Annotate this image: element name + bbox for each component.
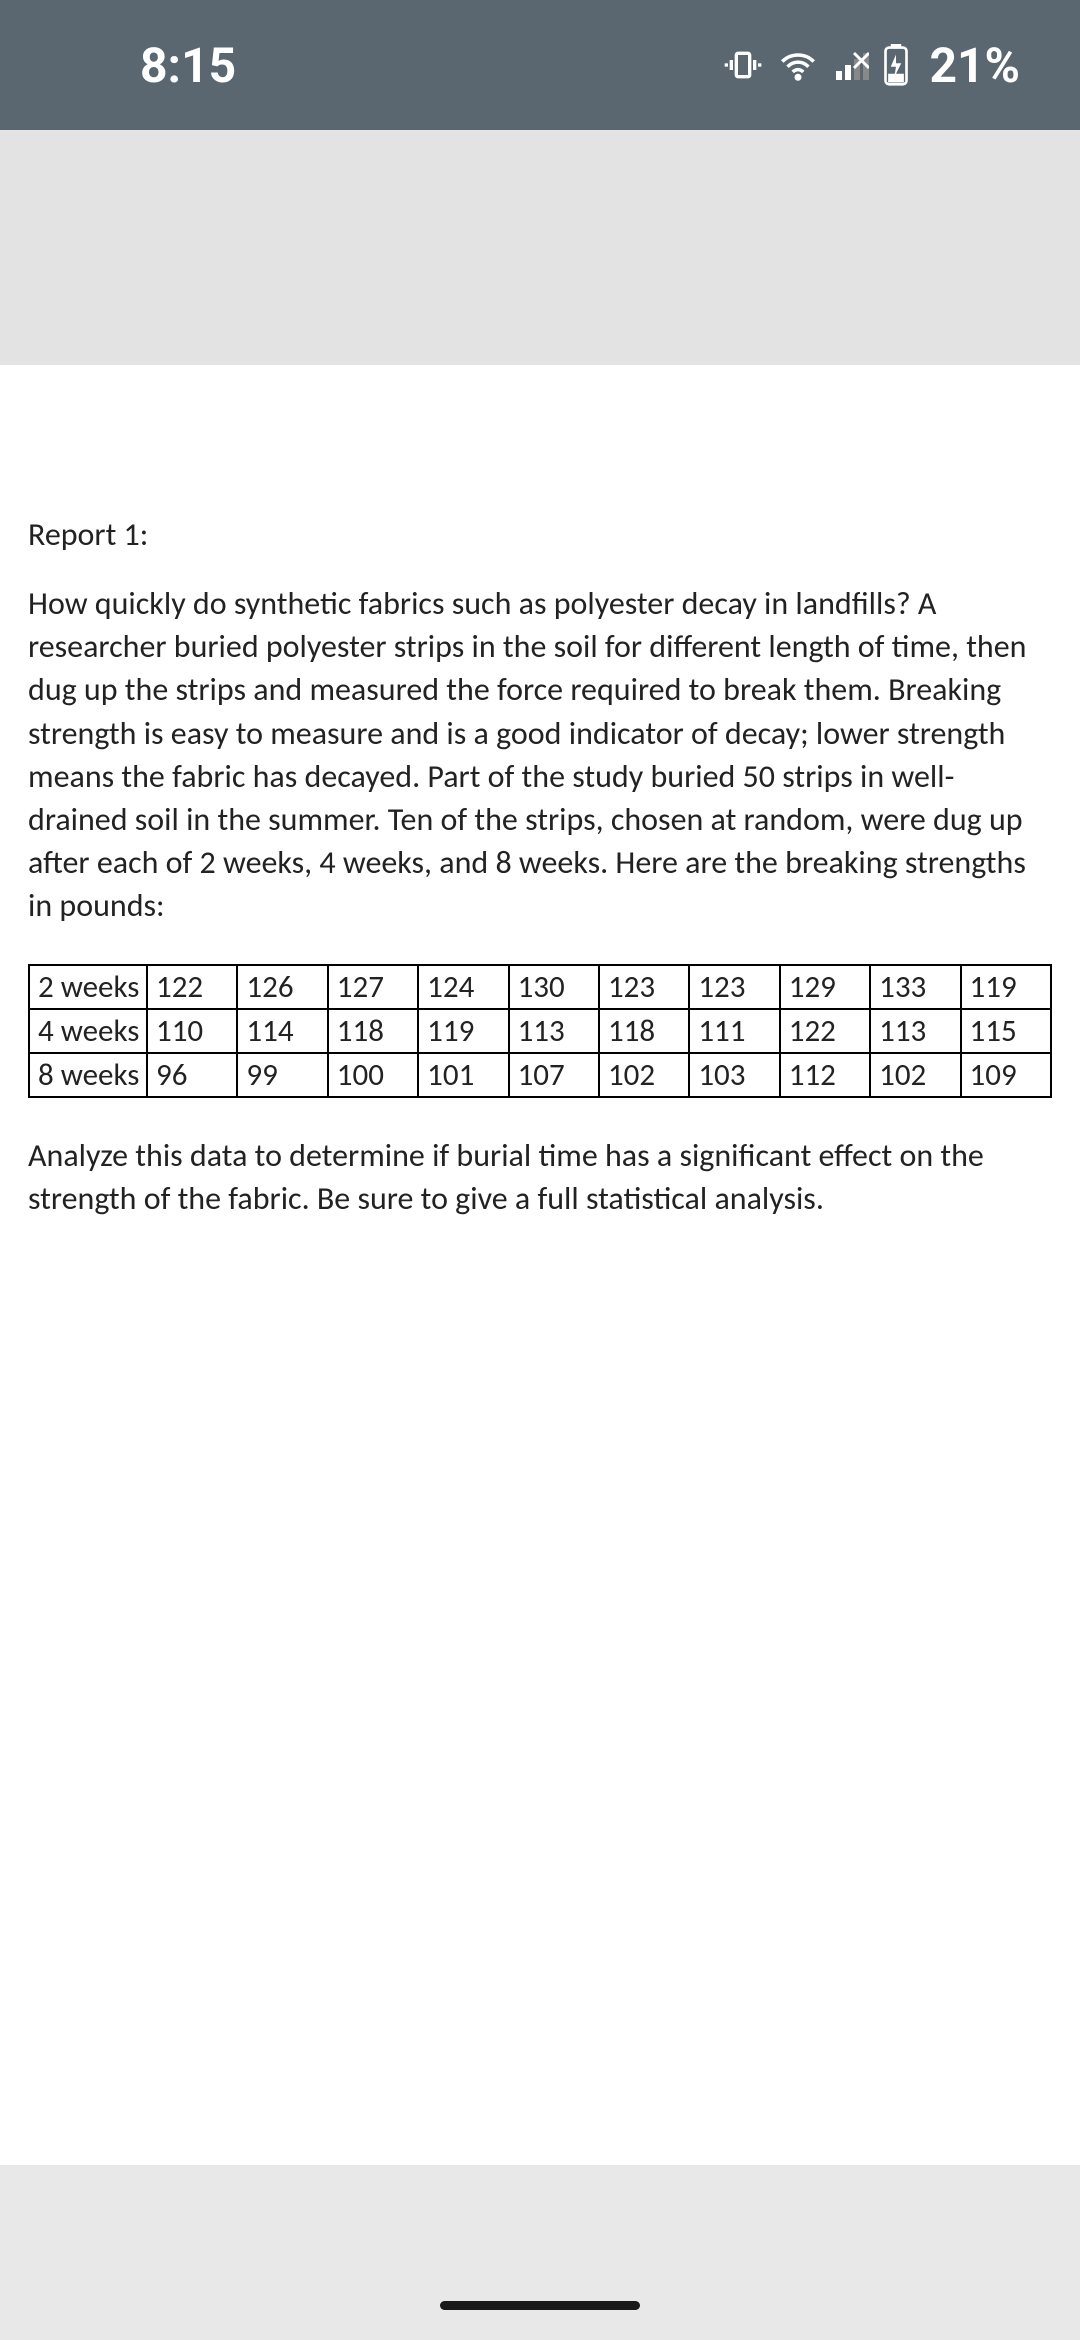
table-row: 8 weeks9699100101107102103112102109 <box>29 1053 1051 1097</box>
data-cell: 115 <box>961 1009 1051 1053</box>
status-time: 8:15 <box>140 37 236 94</box>
data-cell: 123 <box>599 965 689 1009</box>
vibrate-icon <box>723 45 763 85</box>
app-header-space <box>0 130 1080 365</box>
data-cell: 118 <box>599 1009 689 1053</box>
data-cell: 127 <box>328 965 418 1009</box>
data-cell: 100 <box>328 1053 418 1097</box>
signal-icon <box>833 47 869 83</box>
data-cell: 122 <box>780 1009 870 1053</box>
report-body-text: How quickly do synthetic fabrics such as… <box>28 582 1052 928</box>
data-cell: 130 <box>509 965 599 1009</box>
row-label: 8 weeks <box>29 1053 147 1097</box>
report-title: Report 1: <box>28 515 1052 554</box>
data-cell: 102 <box>870 1053 960 1097</box>
data-cell: 99 <box>237 1053 327 1097</box>
navigation-bar <box>0 2270 1080 2340</box>
row-label: 4 weeks <box>29 1009 147 1053</box>
data-cell: 114 <box>237 1009 327 1053</box>
data-cell: 96 <box>147 1053 237 1097</box>
data-cell: 113 <box>509 1009 599 1053</box>
row-label: 2 weeks <box>29 965 147 1009</box>
data-cell: 126 <box>237 965 327 1009</box>
table-row: 2 weeks122126127124130123123129133119 <box>29 965 1051 1009</box>
battery-percentage: 21% <box>929 37 1020 94</box>
data-cell: 103 <box>689 1053 779 1097</box>
data-cell: 110 <box>147 1009 237 1053</box>
data-cell: 113 <box>870 1009 960 1053</box>
status-bar: 8:15 <box>0 0 1080 130</box>
wifi-icon <box>777 44 819 86</box>
home-indicator[interactable] <box>440 2301 640 2310</box>
report-question: Analyze this data to determine if burial… <box>28 1134 1052 1220</box>
data-cell: 111 <box>689 1009 779 1053</box>
battery-icon <box>883 44 909 86</box>
data-cell: 124 <box>418 965 508 1009</box>
data-cell: 129 <box>780 965 870 1009</box>
status-icons-group: 21% <box>723 37 1020 94</box>
data-cell: 107 <box>509 1053 599 1097</box>
data-cell: 118 <box>328 1009 418 1053</box>
data-table: 2 weeks1221261271241301231231291331194 w… <box>28 964 1052 1098</box>
data-cell: 133 <box>870 965 960 1009</box>
data-cell: 123 <box>689 965 779 1009</box>
document-content[interactable]: Report 1: How quickly do synthetic fabri… <box>0 365 1080 2165</box>
data-cell: 112 <box>780 1053 870 1097</box>
data-cell: 101 <box>418 1053 508 1097</box>
data-cell: 122 <box>147 965 237 1009</box>
data-cell: 102 <box>599 1053 689 1097</box>
data-cell: 119 <box>418 1009 508 1053</box>
data-cell: 119 <box>961 965 1051 1009</box>
data-cell: 109 <box>961 1053 1051 1097</box>
table-row: 4 weeks110114118119113118111122113115 <box>29 1009 1051 1053</box>
